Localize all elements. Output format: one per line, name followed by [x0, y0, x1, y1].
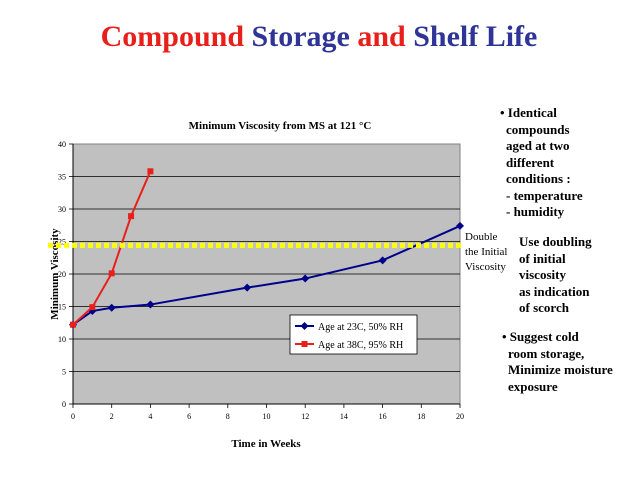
y-tick-label: 15 — [58, 303, 66, 312]
note-line: Use doubling — [519, 234, 592, 249]
y-tick-label: 35 — [58, 173, 66, 182]
x-tick-label: 4 — [148, 412, 152, 421]
annotation-line: Viscosity — [465, 261, 506, 273]
data-point — [89, 304, 96, 311]
annotation-line: Double — [465, 231, 498, 243]
double-viscosity-annotation: Double the Initial Viscosity — [465, 230, 507, 275]
x-tick-label: 16 — [379, 412, 387, 421]
notes-doubling: Use doubling of initial viscosity as ind… — [519, 234, 592, 317]
note-line: of initial — [519, 250, 566, 266]
note-line: of scorch — [519, 300, 569, 315]
note-line: room storage, — [508, 345, 585, 361]
data-point — [243, 283, 252, 292]
data-point — [146, 300, 155, 309]
x-tick-label: 14 — [340, 412, 348, 421]
note-line: • Suggest cold — [502, 329, 579, 344]
y-tick-label: 40 — [58, 140, 66, 149]
notes-identical-compounds: • Identical compounds aged at two differ… — [500, 105, 583, 221]
data-point — [378, 256, 387, 265]
y-axis-label: Minimum Viscosity — [49, 228, 61, 320]
slide-title: Compound Storage and Shelf Life — [0, 20, 638, 54]
x-tick-label: 8 — [226, 412, 230, 421]
y-tick-label: 30 — [58, 205, 66, 214]
legend-marker — [300, 322, 309, 330]
note-line: - humidity — [506, 204, 565, 219]
legend-marker — [301, 341, 308, 347]
note-line: exposure — [508, 378, 558, 394]
data-point — [301, 274, 310, 283]
y-tick-label: 5 — [62, 368, 66, 377]
x-tick-label: 10 — [263, 412, 271, 421]
note-line: Minimize moisture — [508, 362, 613, 377]
data-point — [128, 213, 135, 220]
note-line: compounds — [506, 121, 570, 137]
note-line: different — [506, 154, 555, 170]
title-word-compound: Compound — [100, 20, 245, 53]
annotation-line: the Initial — [465, 246, 508, 258]
x-tick-label: 12 — [301, 412, 309, 421]
note-line: viscosity — [519, 267, 566, 282]
x-tick-label: 2 — [110, 412, 114, 421]
x-tick-label: 6 — [187, 412, 191, 421]
x-axis-label: Time in Weeks — [231, 438, 301, 450]
title-word-shelf-life: Shelf Life — [413, 20, 538, 53]
note-line: aged at two — [506, 138, 570, 153]
note-line: • Identical — [500, 105, 557, 120]
legend-box — [289, 314, 418, 355]
y-tick-label: 10 — [58, 335, 66, 344]
title-word-and: and — [357, 20, 406, 53]
data-point — [70, 321, 76, 328]
x-tick-label: 18 — [417, 412, 425, 421]
data-point — [107, 303, 116, 312]
data-point — [147, 168, 154, 175]
data-point — [456, 221, 464, 230]
y-tick-label: 0 — [62, 400, 66, 409]
note-line: - temperature — [506, 187, 583, 203]
x-tick-label: 0 — [71, 412, 75, 421]
title-word-storage: Storage — [251, 20, 350, 53]
note-line: conditions : — [506, 171, 571, 186]
data-point — [108, 270, 115, 277]
note-line: as indication — [519, 283, 590, 299]
chart-title: Minimum Viscosity from MS at 121 °C — [189, 120, 372, 132]
y-tick-label: 25 — [58, 238, 66, 247]
y-tick-label: 20 — [58, 270, 66, 279]
legend-label: Age at 23C, 50% RH — [318, 322, 403, 333]
notes-suggestion: • Suggest cold room storage, Minimize mo… — [502, 329, 613, 395]
x-tick-label: 20 — [456, 412, 464, 421]
legend-label: Age at 38C, 95% RH — [318, 340, 403, 351]
